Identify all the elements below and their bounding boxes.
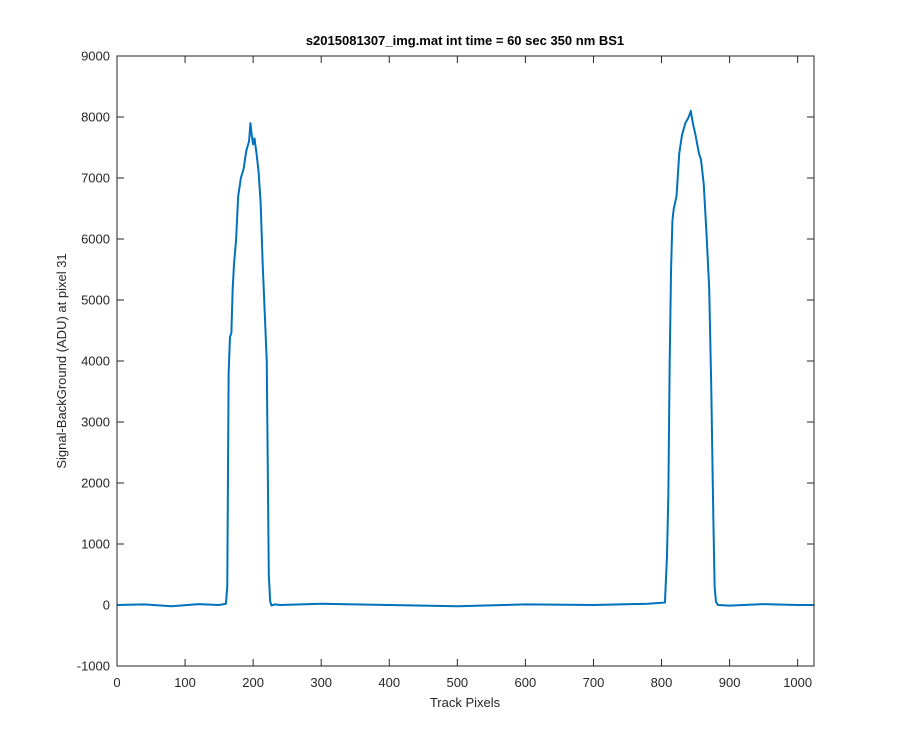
x-tick-label: 700 [583,675,605,690]
y-tick-label: 6000 [81,232,110,247]
y-tick-label: 9000 [81,49,110,64]
y-tick-label: -1000 [77,659,110,674]
x-tick-label: 600 [515,675,537,690]
y-tick-label: 4000 [81,354,110,369]
chart-title: s2015081307_img.mat int time = 60 sec 35… [306,33,624,48]
x-tick-label: 200 [242,675,264,690]
y-tick-label: 1000 [81,537,110,552]
y-tick-label: 7000 [81,171,110,186]
x-tick-label: 300 [310,675,332,690]
x-axis-ticks: 0 100 200 300 400 500 600 700 800 900 1000 [113,56,812,690]
y-axis-label: Signal-BackGround (ADU) at pixel 31 [54,253,69,468]
x-tick-label: 100 [174,675,196,690]
x-tick-label: 900 [719,675,741,690]
x-tick-label: 0 [113,675,120,690]
plot-area-background [117,56,814,666]
y-tick-label: 0 [103,598,110,613]
x-tick-label: 500 [446,675,468,690]
x-axis-label: Track Pixels [430,695,501,710]
y-tick-label: 5000 [81,293,110,308]
x-tick-label: 800 [651,675,673,690]
signal-series-line [116,109,814,608]
y-tick-label: 3000 [81,415,110,430]
plot-area-frame [116,55,815,667]
x-tick-label: 1000 [783,675,812,690]
y-tick-label: 8000 [81,110,110,125]
y-tick-label: 2000 [81,476,110,491]
x-tick-label: 400 [378,675,400,690]
